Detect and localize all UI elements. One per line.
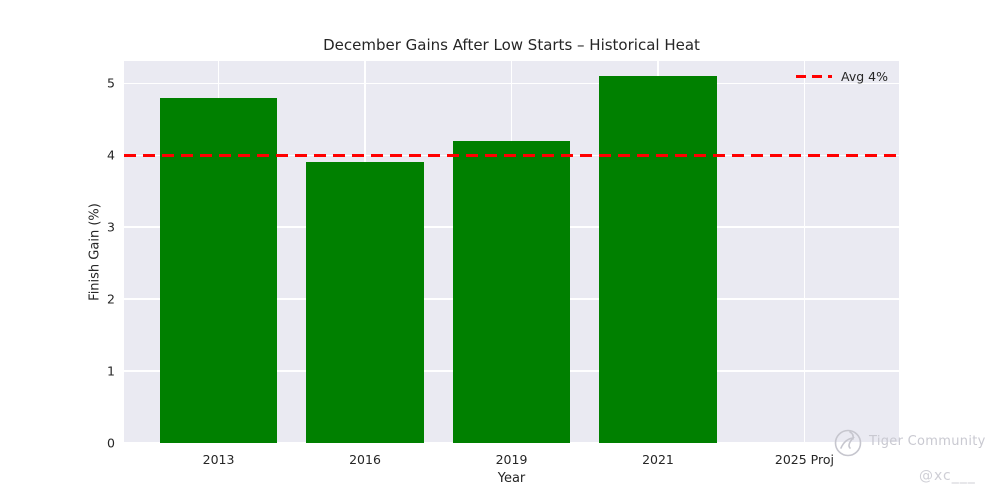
watermark: Tiger Community @xc___ [833, 424, 993, 494]
y-tick-label: 0 [107, 435, 115, 451]
bar-2019 [452, 140, 571, 443]
watermark-handle-text: @xc___ [919, 468, 976, 484]
x-tick-label: 2016 [349, 452, 381, 467]
chart-title: December Gains After Low Starts – Histor… [323, 36, 700, 54]
x-tick-label: 2013 [202, 452, 235, 467]
legend: Avg 4% [796, 69, 888, 84]
plot-area: Avg 4% 0 1 2 3 4 5 2013 2016 2019 2021 2025 Proj [107, 61, 899, 467]
legend-label: Avg 4% [841, 69, 888, 84]
x-tick-label: 2019 [495, 452, 528, 467]
y-tick-label: 1 [107, 363, 115, 379]
bar-2016 [306, 162, 424, 443]
x-axis-label: Year [497, 471, 526, 486]
tiger-community-logo-icon [834, 429, 862, 457]
y-tick-label: 4 [107, 147, 115, 163]
watermark-brand-text: Tiger Community [869, 433, 986, 449]
x-tick-label: 2021 [642, 452, 674, 467]
x-gridline [803, 61, 806, 443]
bar-2021 [599, 76, 717, 443]
x-tick-label: 2025 Proj [774, 452, 834, 467]
y-axis-label: Finish Gain (%) [87, 203, 103, 301]
bar-2013 [159, 97, 278, 443]
legend-dashed-line-icon [796, 75, 833, 78]
y-tick-label: 2 [107, 291, 115, 307]
y-tick-label: 3 [107, 219, 115, 235]
y-gridline [124, 442, 899, 444]
y-tick-label: 5 [107, 75, 115, 91]
average-reference-line [124, 153, 899, 157]
